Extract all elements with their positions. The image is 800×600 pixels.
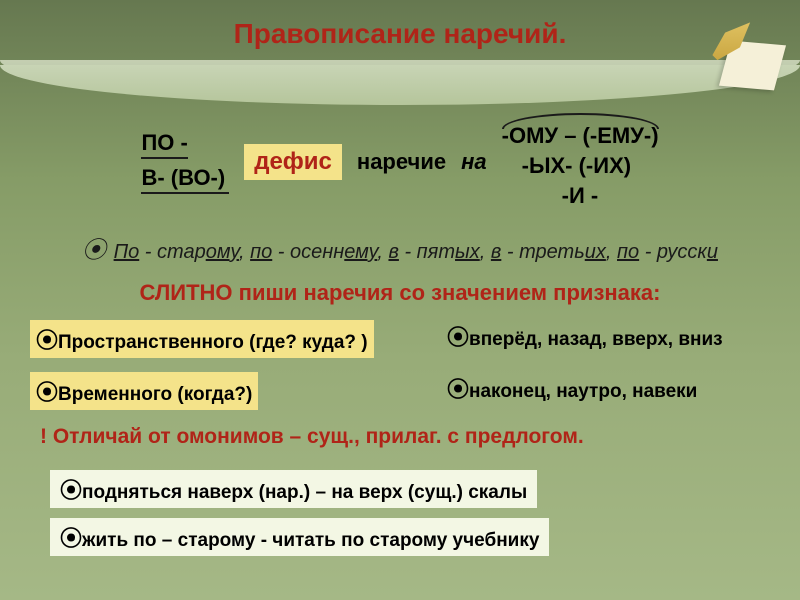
word-narechie: наречие bbox=[357, 149, 446, 175]
spatial-examples: вперёд, назад, вверх, вниз bbox=[469, 329, 723, 350]
distinguish-line: ! Отличай от омонимов – сущ., прилаг. с … bbox=[40, 425, 584, 449]
suffix-i: -И - bbox=[562, 183, 599, 209]
prefix-v-vo: В- (ВО-) bbox=[141, 165, 229, 194]
suffix-omu-emu: -ОМУ – (-ЕМУ-) bbox=[502, 115, 659, 149]
example-1: ⦿подняться наверх (нар.) – на верх (сущ.… bbox=[50, 470, 537, 508]
slitno-heading: СЛИТНО пиши наречия со значением признак… bbox=[0, 280, 800, 306]
exclamation-mark: ! bbox=[40, 425, 47, 448]
suffix-right-stack: -ОМУ – (-ЕМУ-) -ЫХ- (-ИХ) -И - bbox=[502, 115, 659, 209]
word-na: на bbox=[461, 149, 487, 175]
suffix-yh-ih: -ЫХ- (-ИХ) bbox=[522, 153, 631, 179]
defis-badge: дефис bbox=[244, 144, 342, 180]
page-title: Правописание наречий. bbox=[0, 18, 800, 50]
distinguish-text: Отличай от омонимов – сущ., прилаг. с пр… bbox=[47, 425, 584, 448]
decor-wave bbox=[0, 65, 800, 105]
meaning-grid: ⦿Пространственного (где? куда? ) ⦿вперёд… bbox=[30, 320, 770, 410]
rule-row: ПО - В- (ВО-) дефис наречие на -ОМУ – (-… bbox=[0, 115, 800, 209]
prefix-left-stack: ПО - В- (ВО-) bbox=[141, 130, 229, 194]
temporal-examples: наконец, наутро, навеки bbox=[469, 381, 697, 402]
spatial-label: ⦿Пространственного (где? куда? ) bbox=[30, 320, 374, 358]
temporal-label: ⦿Временного (когда?) bbox=[30, 372, 258, 410]
example-2: ⦿жить по – старому - читать по старому у… bbox=[50, 518, 549, 556]
examples-line: ⦿ По - старому, по - осеннему, в - пятых… bbox=[0, 230, 800, 265]
prefix-po: ПО - bbox=[141, 130, 187, 159]
